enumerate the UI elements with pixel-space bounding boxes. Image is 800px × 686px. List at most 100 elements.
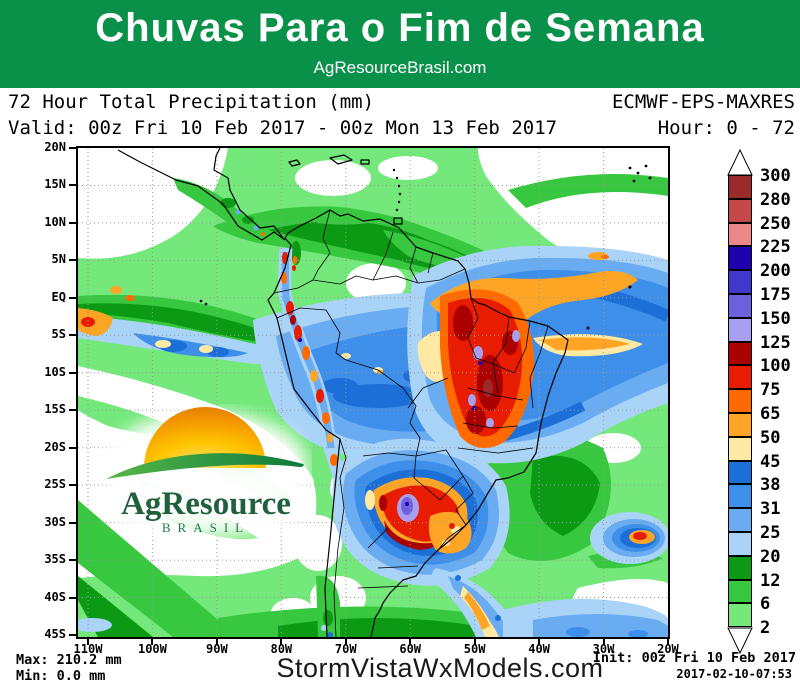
colorbar-label-300: 300 [760, 166, 791, 186]
lon-tick [666, 639, 669, 645]
colorbar-box-1 [728, 198, 752, 223]
lat-tick [69, 296, 76, 299]
logo-swoosh-icon [106, 453, 304, 479]
agresource-logo: AgResource BRASIL [100, 404, 312, 538]
colorbar-box-12 [728, 460, 752, 485]
lon-label-80W: 80W [270, 642, 293, 656]
colorbar-label-200: 200 [760, 261, 791, 282]
colorbar-box-0 [728, 175, 752, 199]
lat-tick [69, 484, 76, 487]
page-title: Chuvas Para o Fim de Semana [95, 6, 705, 50]
colorbar-box-2 [728, 222, 752, 247]
lat-label-25S: 25S [44, 477, 66, 492]
min-value-label: Min: 0.0 mm [16, 668, 106, 684]
lat-tick [69, 221, 76, 224]
colorbar-label-125: 125 [760, 332, 791, 353]
lat-tick [69, 559, 76, 562]
lat-label-40S: 40S [44, 589, 66, 604]
lat-label-20N: 20N [44, 140, 66, 154]
header-banner: Chuvas Para o Fim de Semana AgResourceBr… [0, 0, 800, 88]
lat-label-10N: 10N [44, 214, 66, 229]
lat-label-5S: 5S [51, 327, 66, 342]
logo-subtext: BRASIL [162, 520, 250, 535]
colorbar-label-2: 2 [760, 618, 771, 639]
lon-tick [473, 639, 476, 645]
coastline [117, 148, 569, 637]
colorbar-label-25: 25 [760, 523, 781, 543]
lat-label-45S: 45S [44, 626, 66, 641]
lon-label-90W: 90W [206, 642, 228, 656]
colorbar-label-175: 175 [760, 285, 791, 305]
colorbar-label-225: 225 [760, 237, 791, 258]
header-subtitle: AgResourceBrasil.com [313, 58, 487, 77]
colorbar-top-arrow [727, 149, 753, 176]
colorbar-box-7 [728, 341, 752, 366]
lat-tick [69, 184, 76, 187]
lon-label-60W: 60W [399, 642, 422, 656]
logo-sun-icon [144, 407, 266, 468]
lat-label-EQ: EQ [51, 289, 66, 304]
colorbar-box-13 [728, 484, 752, 509]
lat-tick [69, 147, 76, 149]
site-watermark: StormVistaWxModels.com [276, 653, 604, 683]
lat-tick [69, 521, 76, 524]
colorbar-box-10 [728, 412, 752, 437]
colorbar-label-100: 100 [760, 356, 791, 377]
colorbar-label-75: 75 [760, 380, 781, 401]
colorbar-box-14 [728, 508, 752, 532]
colorbar-box-15 [728, 531, 752, 556]
colorbar-label-150: 150 [760, 308, 791, 329]
max-value-label: Max: 210.2 mm [16, 652, 122, 668]
timestamp-label: 2017-02-10-07:53 [676, 667, 792, 681]
map-frame [76, 146, 670, 639]
borders [273, 209, 549, 637]
colorbar-box-8 [728, 365, 752, 390]
colorbar-bottom-arrow [727, 627, 753, 654]
lon-label-40W: 40W [528, 642, 550, 656]
colorbar-box-9 [728, 389, 752, 413]
lon-label-100W: 100W [137, 642, 167, 656]
forecast-hour-label: Hour: 0 - 72 [657, 117, 795, 139]
product-label: 72 Hour Total Precipitation (mm) [8, 91, 375, 113]
colorbar-box-11 [728, 436, 752, 461]
lat-tick [69, 371, 76, 374]
lat-label-15S: 15S [44, 402, 66, 417]
colorbar-label-280: 280 [760, 189, 791, 210]
lon-tick [151, 639, 154, 645]
colorbar-box-6 [728, 317, 752, 342]
colorbar-box-5 [728, 293, 752, 318]
colorbar-label-31: 31 [760, 499, 781, 520]
lon-label-50W: 50W [463, 642, 486, 656]
lat-tick [69, 446, 76, 449]
lat-tick [69, 334, 76, 337]
colorbar-label-20: 20 [760, 546, 781, 567]
lat-tick [69, 633, 76, 636]
colorbar-label-250: 250 [760, 213, 791, 234]
lat-tick [69, 409, 76, 412]
init-time-label: Init: 00z Fri 10 Feb 2017 [592, 650, 796, 666]
lon-label-20W: 20W [657, 642, 679, 656]
lon-tick [280, 639, 283, 645]
lon-tick [215, 639, 218, 645]
colorbar-box-4 [728, 270, 752, 294]
lat-label-15N: 15N [44, 177, 66, 192]
lon-tick [344, 639, 347, 645]
colorbar-box-18 [728, 603, 752, 628]
lon-label-110W: 110W [73, 642, 103, 656]
colorbar-label-12: 12 [760, 570, 781, 591]
lat-label-10S: 10S [44, 364, 66, 379]
lon-tick [602, 639, 605, 645]
colorbar-box-3 [728, 246, 752, 271]
lat-label-5N: 5N [51, 252, 66, 267]
colorbar-label-45: 45 [760, 451, 781, 472]
colorbar-box-17 [728, 579, 752, 604]
lon-label-70W: 70W [334, 642, 357, 656]
colorbar-label-65: 65 [760, 404, 781, 424]
island-dots [199, 164, 652, 306]
lon-tick [409, 639, 412, 645]
lat-label-30S: 30S [44, 514, 66, 529]
colorbar-box-16 [728, 555, 752, 580]
lat-tick [69, 259, 76, 262]
logo-text: AgResource [121, 486, 291, 522]
